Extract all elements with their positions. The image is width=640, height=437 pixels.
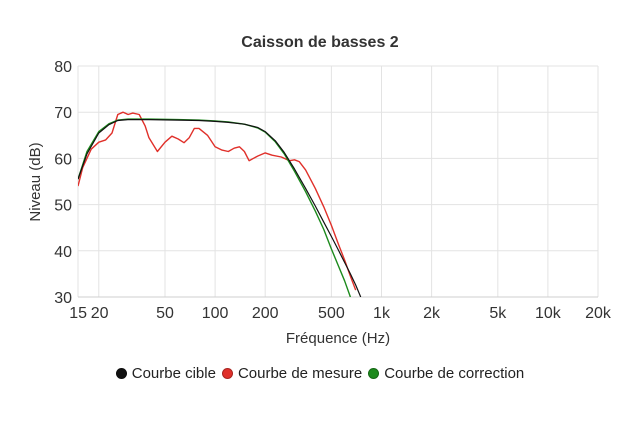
series-lines bbox=[78, 111, 362, 297]
x-tick-label: 200 bbox=[252, 305, 279, 322]
y-axis-label: Niveau (dB) bbox=[27, 142, 44, 221]
legend-label: Courbe de mesure bbox=[237, 365, 363, 382]
x-tick-label: 20k bbox=[585, 305, 612, 322]
x-tick-label: 2k bbox=[423, 305, 441, 322]
legend-marker bbox=[115, 368, 127, 379]
x-tick-label: 10k bbox=[535, 305, 562, 322]
legend: Courbe cible Courbe de mesure Courbe de co… bbox=[0, 365, 640, 382]
series-line-1 bbox=[78, 111, 357, 291]
legend-label: Courbe de correction bbox=[384, 365, 525, 382]
legend-marker bbox=[221, 368, 233, 379]
x-tick-label: 5k bbox=[489, 305, 507, 322]
chart-title: Caisson de basses 2 bbox=[241, 34, 399, 51]
x-axis-ticks: 15 20 50 100 200 500 1k 2k 5k 10k 20k bbox=[69, 305, 612, 322]
y-tick-label: 30 bbox=[54, 290, 72, 307]
x-tick-label: 50 bbox=[156, 305, 174, 322]
x-tick-label: 500 bbox=[318, 305, 345, 322]
grid bbox=[77, 65, 599, 298]
legend-label: Courbe cible bbox=[131, 365, 216, 382]
legend-marker bbox=[368, 368, 380, 379]
y-tick-label: 70 bbox=[54, 105, 72, 122]
y-tick-label: 80 bbox=[54, 59, 72, 76]
y-axis-ticks: 30 40 50 60 70 80 bbox=[54, 59, 72, 307]
legend-item[interactable]: Courbe de correction bbox=[368, 365, 524, 382]
x-tick-label: 100 bbox=[202, 305, 229, 322]
y-tick-label: 60 bbox=[54, 151, 72, 168]
y-tick-label: 40 bbox=[54, 244, 72, 261]
legend-item[interactable]: Courbe de mesure bbox=[221, 365, 363, 382]
x-axis-label: Fréquence (Hz) bbox=[286, 330, 390, 347]
x-tick-label: 1k bbox=[373, 305, 391, 322]
series-line-0 bbox=[78, 119, 362, 297]
legend-item[interactable]: Courbe cible bbox=[115, 365, 216, 382]
x-tick-label: 15 bbox=[69, 305, 87, 322]
x-tick-label: 20 bbox=[91, 305, 109, 322]
y-tick-label: 50 bbox=[54, 198, 72, 215]
